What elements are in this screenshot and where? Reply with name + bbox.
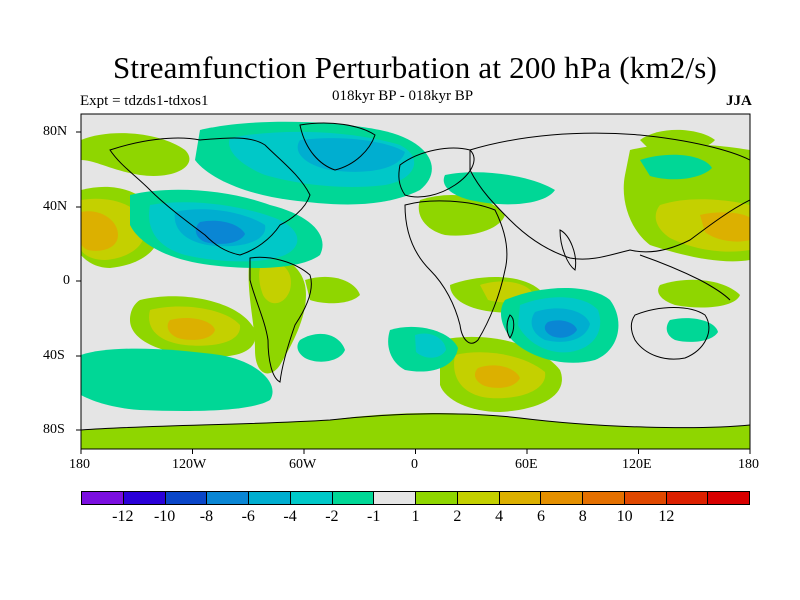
x-tick-label: 60E	[515, 457, 538, 472]
coastline-madagascar	[506, 314, 515, 339]
y-ticks	[76, 131, 81, 431]
colorbar-segment	[416, 492, 458, 504]
x-tick-label: 0	[411, 457, 418, 472]
colorbar-segment	[249, 492, 291, 504]
colorbar-label: 10	[616, 508, 633, 525]
coastline-europe	[398, 147, 475, 198]
colorbar-label: 1	[411, 508, 420, 525]
field-band	[167, 318, 215, 340]
field-band	[259, 261, 291, 304]
colorbar-label: -4	[283, 508, 297, 525]
x-tick-label: 120E	[622, 457, 652, 472]
field-band	[640, 154, 712, 180]
colorbar-segment	[541, 492, 583, 504]
coastline-asia	[469, 132, 750, 260]
y-tick-label: 80N	[43, 124, 68, 139]
colorbar-label: -6	[241, 508, 255, 525]
chart-subtitle: 018kyr BP - 018kyr BP	[332, 88, 474, 104]
field-band	[474, 365, 520, 388]
x-tick-label: 120W	[172, 457, 207, 472]
colorbar-segment	[624, 492, 667, 504]
colorbar-segment	[290, 492, 333, 504]
colorbar-segment	[123, 492, 166, 504]
colorbar-label: -12	[112, 508, 134, 525]
field-band	[658, 279, 740, 308]
colorbar-label: -1	[367, 508, 381, 525]
x-tick-label: 60W	[289, 457, 317, 472]
field-band	[640, 129, 715, 153]
field-band	[297, 138, 405, 172]
coastlines	[81, 122, 750, 431]
x-tick-label: 180	[69, 457, 90, 472]
field-band	[305, 276, 360, 304]
y-tick-label: 40N	[43, 199, 68, 214]
colorbar-label: -10	[153, 508, 176, 525]
coastline-se-asia	[639, 254, 731, 301]
chart-title: Streamfunction Perturbation at 200 hPa (…	[112, 50, 718, 85]
coastline-north-america	[109, 137, 311, 256]
colorbar-label: -8	[199, 508, 214, 525]
coastline-africa	[404, 200, 508, 344]
colorbar-segment	[165, 492, 208, 504]
field-band	[418, 195, 505, 236]
colorbar-segment	[457, 492, 500, 504]
coastline-south-america	[249, 256, 312, 383]
coastline-india	[559, 229, 577, 271]
colorbar-segment	[207, 492, 249, 504]
field-band	[81, 211, 118, 251]
colorbar-label: 4	[495, 508, 504, 525]
colorbar-segment	[332, 492, 375, 504]
colorbar-segment	[708, 492, 749, 504]
field-band	[81, 348, 273, 411]
coastline-greenland	[299, 122, 376, 171]
colorbar	[81, 491, 750, 505]
field-band	[415, 333, 446, 358]
contour-fields	[81, 121, 750, 449]
field-band	[700, 212, 750, 242]
coastline-antarctica	[81, 413, 750, 431]
field-band	[81, 133, 190, 176]
colorbar-label: 12	[658, 508, 675, 525]
field-band	[443, 172, 555, 205]
colorbar-segment	[374, 492, 416, 504]
coastline-australia	[630, 307, 710, 360]
colorbar-segment	[82, 492, 124, 504]
colorbar-segment	[666, 492, 709, 504]
colorbar-label: 8	[578, 508, 587, 525]
field-band	[81, 413, 750, 449]
season-label: JJA	[726, 93, 752, 109]
x-ticks	[80, 449, 751, 454]
field-band	[544, 320, 577, 338]
field-band	[297, 333, 345, 362]
experiment-label: Expt = tdzds1-tdxos1	[80, 93, 209, 109]
colorbar-segment	[499, 492, 542, 504]
y-tick-label: 0	[63, 273, 70, 288]
colorbar-label: 2	[453, 508, 462, 525]
x-tick-label: 180	[738, 457, 759, 472]
field-band	[666, 318, 718, 342]
colorbar-label: 6	[536, 508, 545, 525]
colorbar-segment	[583, 492, 625, 504]
y-tick-label: 80S	[43, 422, 65, 437]
y-tick-label: 40S	[43, 348, 65, 363]
colorbar-label: -2	[325, 508, 339, 525]
